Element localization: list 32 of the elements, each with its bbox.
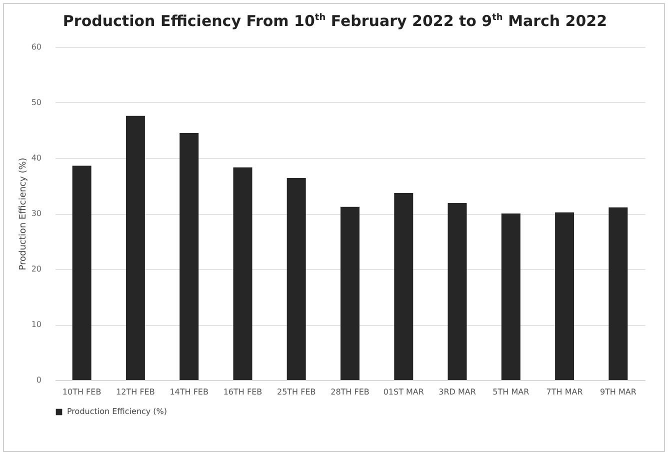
x-tick-label: 28TH FEB	[330, 388, 370, 396]
bar	[340, 206, 360, 380]
bar	[448, 202, 467, 380]
bar	[72, 166, 92, 380]
chart-title: Production Efficiency From 10$^{th}$ February 2022 to 9$^{th}$ March 2022	[62, 12, 608, 30]
y-tick-label: 30	[31, 209, 42, 218]
bar	[394, 192, 414, 380]
bar	[501, 214, 520, 380]
x-tick-label: 5TH MAR	[492, 388, 530, 396]
legend-label: Production Efficiency (%)	[67, 407, 168, 416]
x-tick-label: 10TH FEB	[62, 388, 102, 396]
bar	[126, 116, 145, 380]
x-tick-label: 01ST MAR	[383, 388, 424, 396]
y-tick-label: 60	[31, 42, 42, 52]
y-tick-label: 10	[31, 320, 42, 329]
x-tick-label: 7TH MAR	[546, 388, 584, 396]
y-tick-label: 40	[31, 154, 42, 162]
y-axis-title: Production Efficiency (%)	[18, 158, 28, 270]
bar	[608, 207, 628, 380]
bar	[286, 178, 306, 380]
bar	[233, 167, 252, 380]
bar	[555, 212, 574, 380]
x-tick-label: 14TH FEB	[170, 388, 208, 396]
x-tick-label: 25TH FEB	[276, 388, 316, 396]
bar	[180, 133, 199, 380]
y-tick-label: 0	[36, 376, 42, 384]
y-tick-label: 50	[31, 98, 42, 107]
x-tick-label: 12TH FEB	[116, 388, 155, 396]
x-tick-label: 3RD MAR	[438, 388, 476, 396]
x-tick-label: 16TH FEB	[223, 388, 262, 396]
y-tick-label: 20	[31, 264, 42, 274]
x-tick-label: 9TH MAR	[600, 388, 637, 396]
